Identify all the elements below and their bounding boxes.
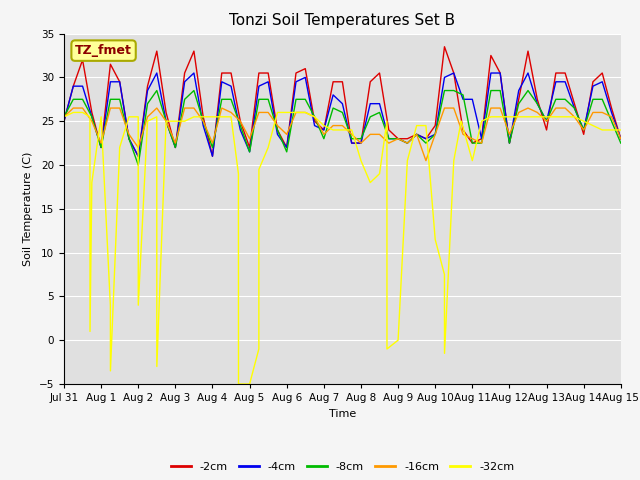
- -2cm: [403, 136, 411, 142]
- -4cm: [561, 79, 569, 84]
- -16cm: [60, 114, 68, 120]
- -8cm: [153, 88, 161, 94]
- -2cm: [366, 79, 374, 84]
- -4cm: [134, 154, 142, 159]
- -32cm: [339, 127, 346, 133]
- -4cm: [413, 132, 420, 137]
- -16cm: [403, 140, 411, 146]
- -32cm: [617, 127, 625, 133]
- Line: -16cm: -16cm: [64, 108, 621, 161]
- -8cm: [376, 109, 383, 115]
- -16cm: [366, 132, 374, 137]
- -16cm: [617, 136, 625, 142]
- -4cm: [617, 136, 625, 142]
- -2cm: [180, 70, 188, 76]
- -32cm: [571, 114, 579, 120]
- -4cm: [376, 101, 383, 107]
- -8cm: [134, 162, 142, 168]
- -4cm: [274, 132, 282, 137]
- -32cm: [235, 381, 243, 387]
- -2cm: [617, 136, 625, 142]
- -8cm: [617, 140, 625, 146]
- -16cm: [561, 105, 569, 111]
- Line: -32cm: -32cm: [64, 112, 621, 384]
- -8cm: [274, 127, 282, 133]
- -32cm: [543, 114, 550, 120]
- Line: -2cm: -2cm: [64, 47, 621, 156]
- -2cm: [134, 154, 142, 159]
- -4cm: [153, 70, 161, 76]
- -32cm: [246, 381, 253, 387]
- X-axis label: Time: Time: [329, 408, 356, 419]
- Text: TZ_fmet: TZ_fmet: [75, 44, 132, 57]
- -2cm: [200, 114, 207, 120]
- -2cm: [264, 70, 272, 76]
- -16cm: [200, 118, 207, 124]
- -4cm: [209, 154, 216, 159]
- -2cm: [440, 44, 448, 49]
- -4cm: [60, 118, 68, 124]
- Line: -8cm: -8cm: [64, 91, 621, 165]
- Legend: -2cm, -4cm, -8cm, -16cm, -32cm: -2cm, -4cm, -8cm, -16cm, -32cm: [166, 457, 518, 477]
- -4cm: [190, 70, 198, 76]
- -16cm: [180, 105, 188, 111]
- -8cm: [209, 144, 216, 150]
- -8cm: [413, 132, 420, 137]
- -16cm: [69, 105, 77, 111]
- -16cm: [422, 158, 430, 164]
- -2cm: [561, 70, 569, 76]
- Y-axis label: Soil Temperature (C): Soil Temperature (C): [23, 152, 33, 266]
- -8cm: [60, 114, 68, 120]
- -8cm: [190, 88, 198, 94]
- -16cm: [264, 109, 272, 115]
- -32cm: [172, 118, 179, 124]
- -8cm: [561, 96, 569, 102]
- -32cm: [69, 109, 77, 115]
- -32cm: [60, 114, 68, 120]
- -32cm: [524, 114, 532, 120]
- Title: Tonzi Soil Temperatures Set B: Tonzi Soil Temperatures Set B: [229, 13, 456, 28]
- Line: -4cm: -4cm: [64, 73, 621, 156]
- -2cm: [60, 118, 68, 124]
